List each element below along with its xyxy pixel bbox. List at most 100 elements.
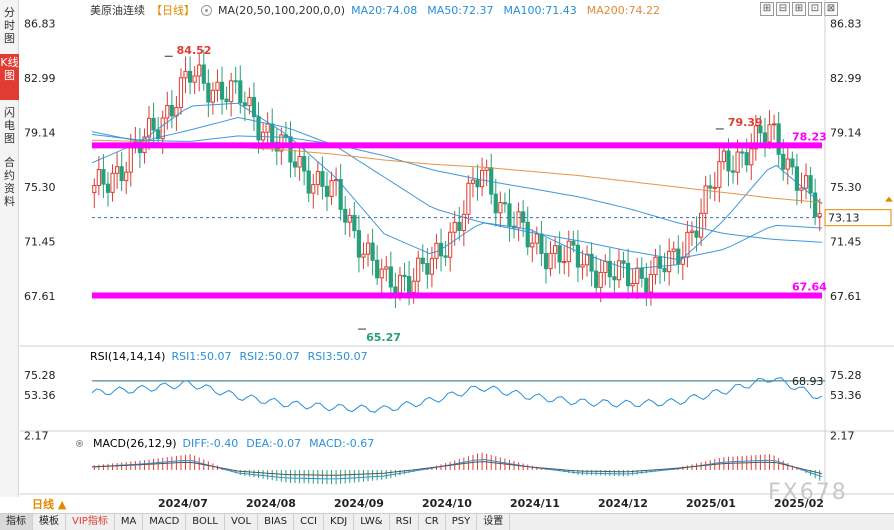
toolbar-vip-[interactable]: VIP指标 xyxy=(66,514,115,530)
candle-body xyxy=(457,221,462,232)
toolbar-cci[interactable]: CCI xyxy=(294,514,325,530)
macd-values: DIFF:-0.40 DEA:-0.07 MACD:-0.67 xyxy=(183,437,375,450)
toolbar-kdj[interactable]: KDJ xyxy=(324,514,355,530)
toolbar-bias[interactable]: BIAS xyxy=(258,514,295,530)
date-tick: 2024/10 xyxy=(422,497,472,510)
rsi-params: RSI(14,14,14) xyxy=(90,350,166,363)
candle-body xyxy=(247,96,252,107)
ma-line-2 xyxy=(91,116,823,260)
candle-body xyxy=(689,230,695,233)
candle-body xyxy=(210,89,216,103)
ma-line-4 xyxy=(91,139,823,203)
indicator-settings-icon[interactable] xyxy=(76,440,83,447)
candle-body xyxy=(375,259,380,279)
tab-kline[interactable]: K线图 xyxy=(0,54,19,100)
candle-body xyxy=(639,267,644,279)
ma-line-1 xyxy=(91,102,823,270)
candle-body xyxy=(521,211,526,223)
candle-body xyxy=(580,264,585,268)
candle-body xyxy=(603,260,608,273)
tab-timeshare[interactable]: 分时图 xyxy=(4,6,15,45)
candle-body xyxy=(594,270,599,288)
toolbar--[interactable]: 指标 xyxy=(0,514,33,530)
candle-body xyxy=(571,240,576,246)
ma-params: MA(20,50,100,200,0,0) xyxy=(218,3,346,17)
candle-body xyxy=(397,274,403,294)
toolbar--[interactable]: 设置 xyxy=(477,514,511,530)
expand-icon[interactable]: ⊞ xyxy=(792,2,806,16)
toolbar-psy[interactable]: PSY xyxy=(446,514,478,530)
last-price-tag xyxy=(824,209,892,227)
toolbar-lw-[interactable]: LW& xyxy=(354,514,390,530)
candle-body xyxy=(151,117,156,131)
toolbar-cr[interactable]: CR xyxy=(419,514,446,530)
candle-body xyxy=(365,242,371,255)
candle-body xyxy=(338,178,343,210)
candle-body xyxy=(229,80,234,103)
rsi-level-label: 68.93 xyxy=(792,375,824,388)
tab-contract-info[interactable]: 合约资料 xyxy=(4,156,15,208)
rsi-tick-right: 53.36 xyxy=(830,389,862,402)
candle-body xyxy=(712,186,717,189)
toolbar--[interactable]: 模板 xyxy=(33,514,66,530)
candle-body xyxy=(621,260,626,264)
peak-label: 79.39 xyxy=(728,116,763,129)
left-tab-strip: 分时图 K线图 闪电图 合约资料 xyxy=(0,0,19,497)
candle-body xyxy=(607,260,612,278)
candle-body xyxy=(206,82,211,103)
date-tick: 2024/11 xyxy=(510,497,560,510)
date-tick: 2024/09 xyxy=(334,497,384,510)
fullscreen-icon[interactable]: ⊠ xyxy=(824,2,838,16)
price-tick-right: 67.61 xyxy=(830,290,862,303)
rsi-values: RSI1:50.07 RSI2:50.07 RSI3:50.07 xyxy=(171,350,367,363)
candle-body xyxy=(584,253,590,266)
candle-body xyxy=(105,183,111,193)
candle-body xyxy=(717,161,722,188)
period-label[interactable]: 【日线】 xyxy=(151,4,195,17)
candle-body xyxy=(557,245,562,263)
rsi-value-2: RSI3:50.07 xyxy=(307,350,368,363)
candle-body xyxy=(124,171,129,182)
toolbar-vol[interactable]: VOL xyxy=(225,514,259,530)
candle-body xyxy=(260,131,266,141)
ma-value-3: MA200:74.22 xyxy=(586,3,660,17)
candle-body xyxy=(361,253,366,258)
period-selector[interactable]: 日线 ▲ xyxy=(32,498,67,511)
candle-body xyxy=(324,185,330,197)
candle-body xyxy=(657,256,663,269)
price-tick-right: 71.45 xyxy=(830,235,862,248)
candle-body xyxy=(635,267,640,284)
price-tick-left: 71.45 xyxy=(24,235,56,248)
candle-body xyxy=(776,123,781,155)
candle-body xyxy=(329,180,334,197)
zoom-out-icon[interactable]: ⊟ xyxy=(776,2,790,16)
watermark: FX678 xyxy=(768,480,848,505)
candle-body xyxy=(612,276,617,281)
candle-body xyxy=(484,167,489,171)
candle-body xyxy=(498,202,503,214)
rsi-tick-right: 75.28 xyxy=(830,369,862,382)
candle-body xyxy=(744,152,749,166)
candle-body xyxy=(187,70,193,83)
toolbar-rsi[interactable]: RSI xyxy=(390,514,419,530)
toolbar-macd[interactable]: MACD xyxy=(143,514,187,530)
candle-body xyxy=(242,102,247,107)
candle-body xyxy=(803,175,809,189)
candle-body xyxy=(662,267,667,273)
candle-body xyxy=(552,245,558,254)
toolbar-boll[interactable]: BOLL xyxy=(186,514,225,530)
candle-body xyxy=(703,185,708,214)
candle-body xyxy=(448,231,453,258)
candle-body xyxy=(370,242,375,261)
candle-body xyxy=(794,166,800,191)
restore-icon[interactable]: ⊡ xyxy=(808,2,822,16)
candle-body xyxy=(169,105,174,117)
price-tick-right: 79.14 xyxy=(830,126,862,139)
ma-line-3 xyxy=(91,134,823,243)
tab-lightning[interactable]: 闪电图 xyxy=(4,106,15,145)
macd-tick-right: 2.17 xyxy=(830,429,855,442)
toolbar-ma[interactable]: MA xyxy=(115,514,144,530)
zoom-in-icon[interactable]: ⊞ xyxy=(760,2,774,16)
settings-icon[interactable] xyxy=(201,4,212,16)
